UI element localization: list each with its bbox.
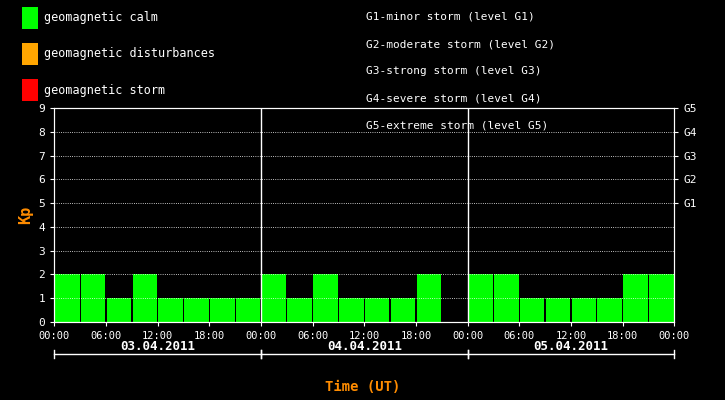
Bar [55, 274, 80, 322]
Text: G5-extreme storm (level G5): G5-extreme storm (level G5) [366, 121, 548, 130]
Bar [649, 274, 674, 322]
Bar [571, 298, 596, 322]
Text: geomagnetic calm: geomagnetic calm [44, 12, 157, 24]
Bar [624, 274, 647, 322]
Text: G2-moderate storm (level G2): G2-moderate storm (level G2) [366, 39, 555, 49]
Bar [210, 298, 234, 322]
Text: 04.04.2011: 04.04.2011 [327, 340, 402, 352]
Text: geomagnetic storm: geomagnetic storm [44, 84, 165, 96]
Text: G1-minor storm (level G1): G1-minor storm (level G1) [366, 12, 535, 22]
Bar [81, 274, 105, 322]
Bar [184, 298, 209, 322]
Text: G3-strong storm (level G3): G3-strong storm (level G3) [366, 66, 542, 76]
Bar [365, 298, 389, 322]
Bar [158, 298, 183, 322]
Bar [597, 298, 622, 322]
Y-axis label: Kp: Kp [18, 206, 33, 224]
Bar [313, 274, 338, 322]
Bar [107, 298, 131, 322]
Bar [391, 298, 415, 322]
Bar [262, 274, 286, 322]
Bar [546, 298, 571, 322]
Text: Time (UT): Time (UT) [325, 380, 400, 394]
Bar [494, 274, 518, 322]
Text: G4-severe storm (level G4): G4-severe storm (level G4) [366, 93, 542, 103]
Text: 03.04.2011: 03.04.2011 [120, 340, 195, 352]
Text: geomagnetic disturbances: geomagnetic disturbances [44, 48, 215, 60]
Bar [417, 274, 441, 322]
Bar [339, 298, 364, 322]
Bar [236, 298, 260, 322]
Bar [288, 298, 312, 322]
Bar [133, 274, 157, 322]
Bar [520, 298, 544, 322]
Bar [468, 274, 493, 322]
Text: 05.04.2011: 05.04.2011 [534, 340, 608, 352]
